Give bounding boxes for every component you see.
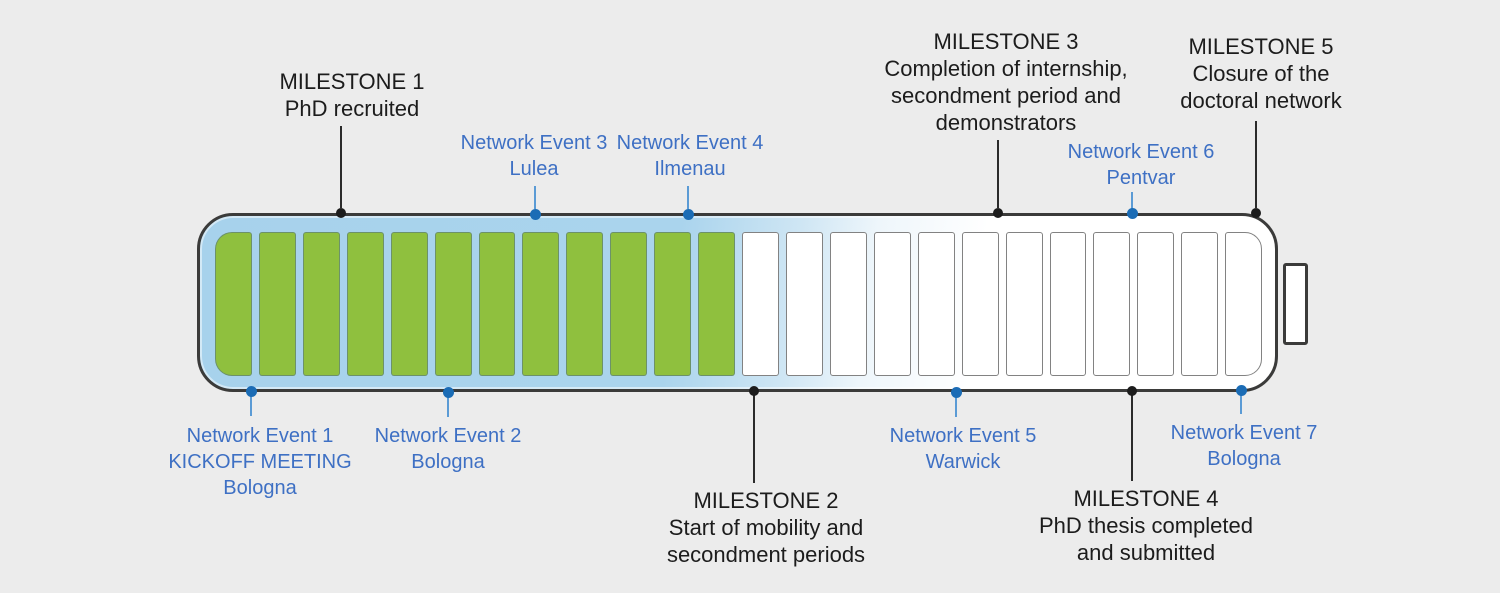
network-event-3-connector-line — [534, 186, 536, 209]
milestone-3-text-line-4: demonstrators — [935, 110, 1077, 135]
network-event-6-dot — [1126, 207, 1138, 219]
milestone-3-text-line-3: secondment period and — [891, 83, 1121, 108]
milestone-1-connector-line — [340, 126, 342, 208]
milestone-5-text-line-2: Closure of the — [1192, 61, 1330, 86]
milestone-4-label: MILESTONE 4 PhD thesis completed and submi… — [1039, 485, 1253, 566]
network-event-3-text-line-1: Network Event 3 — [460, 132, 608, 154]
network-event-7-connector-line — [1240, 393, 1242, 414]
milestone-4-dot — [1127, 386, 1137, 396]
battery-cell-20-empty — [1049, 232, 1087, 376]
network-event-1-label: Network Event 1 KICKOFF MEETING Bologna — [168, 423, 351, 501]
network-event-2-text-line-2: Bologna — [411, 451, 485, 473]
network-event-7-dot — [1235, 384, 1247, 396]
battery-cell-12-filled — [698, 232, 736, 376]
network-event-5-label: Network Event 5 Warwick — [890, 423, 1037, 475]
milestone-2-text-line-2: Start of mobility and — [668, 515, 864, 540]
milestone-5-text-line-3: doctoral network — [1180, 88, 1342, 113]
battery-cell-24-empty — [1225, 232, 1263, 376]
network-event-5-connector-line — [955, 395, 957, 417]
milestone-3-text-line-2: Completion of internship, — [884, 56, 1128, 81]
battery-cell-21-empty — [1093, 232, 1131, 376]
network-event-7-text-line-1: Network Event 7 — [1170, 422, 1318, 444]
battery-cell-3-filled — [302, 232, 340, 376]
network-event-6-text-line-1: Network Event 6 — [1067, 141, 1215, 163]
milestone-3-label: MILESTONE 3 Completion of internship, seco… — [884, 28, 1127, 136]
network-event-6-text-line-2: Pentvar — [1106, 167, 1176, 189]
milestone-4-text-line-3: and submitted — [1076, 540, 1216, 565]
network-event-6-connector-line — [1131, 192, 1133, 209]
milestone-3-connector-line — [997, 140, 999, 208]
network-event-7-label: Network Event 7 Bologna — [1171, 420, 1318, 472]
battery-cell-14-empty — [785, 232, 823, 376]
network-event-2-text-line-1: Network Event 2 — [374, 425, 522, 447]
milestone-4-text-line-1: MILESTONE 4 — [1073, 486, 1219, 511]
network-event-3-text-line-2: Lulea — [509, 158, 559, 180]
battery-cell-13-empty — [742, 232, 779, 376]
battery-cell-22-empty — [1137, 232, 1175, 376]
battery-cell-10-filled — [610, 232, 648, 376]
battery-cell-15-empty — [829, 232, 867, 376]
network-event-3-dot — [529, 208, 541, 220]
battery-cell-17-empty — [917, 232, 955, 376]
milestone-5-text-line-1: MILESTONE 5 — [1188, 34, 1334, 59]
milestone-2-text-line-1: MILESTONE 2 — [693, 488, 839, 513]
battery-cell-7-filled — [478, 232, 516, 376]
milestone-3-text-line-1: MILESTONE 3 — [933, 29, 1079, 54]
battery-cell-6-filled — [434, 232, 472, 376]
network-event-4-text-line-2: Ilmenau — [654, 158, 726, 180]
milestone-5-dot — [1251, 208, 1261, 218]
battery-cell-5-filled — [390, 232, 428, 376]
battery-cell-23-empty — [1181, 232, 1219, 376]
battery-cell-1-filled — [215, 232, 252, 376]
network-event-2-connector-line — [447, 395, 449, 417]
battery-cell-18-empty — [961, 232, 999, 376]
milestone-1-label: MILESTONE 1 PhD recruited — [279, 68, 424, 122]
network-event-5-text-line-2: Warwick — [925, 451, 1001, 473]
battery-cell-4-filled — [346, 232, 384, 376]
battery-terminal — [1283, 263, 1308, 345]
milestone-1-text-line-2: PhD recruited — [284, 96, 420, 121]
network-event-4-connector-line — [687, 186, 689, 209]
milestone-2-dot — [749, 386, 759, 396]
network-event-4-label: Network Event 4 Ilmenau — [617, 130, 764, 182]
milestone-1-dot — [336, 208, 346, 218]
milestone-5-label: MILESTONE 5 Closure of the doctoral networ… — [1180, 33, 1341, 114]
battery-cell-16-empty — [873, 232, 911, 376]
network-event-1-text-line-2: KICKOFF MEETING — [168, 451, 352, 473]
network-event-4-dot — [682, 208, 694, 220]
network-event-7-text-line-2: Bologna — [1207, 448, 1281, 470]
network-event-1-text-line-1: Network Event 1 — [186, 425, 334, 447]
milestone-4-connector-line — [1131, 394, 1133, 481]
network-event-6-label: Network Event 6 Pentvar — [1068, 139, 1215, 191]
milestone-2-label: MILESTONE 2 Start of mobility and secondme… — [667, 487, 865, 568]
network-event-2-label: Network Event 2 Bologna — [375, 423, 522, 475]
milestone-4-text-line-2: PhD thesis completed — [1039, 513, 1253, 538]
battery-cell-19-empty — [1005, 232, 1043, 376]
battery-cell-11-filled — [654, 232, 692, 376]
network-event-5-dot — [950, 386, 962, 398]
network-event-1-connector-line — [250, 394, 252, 416]
network-event-1-dot — [245, 385, 257, 397]
network-event-5-text-line-1: Network Event 5 — [889, 425, 1037, 447]
battery-cell-2-filled — [258, 232, 296, 376]
milestone-3-dot — [993, 208, 1003, 218]
network-event-3-label: Network Event 3 Lulea — [461, 130, 608, 182]
battery-cell-8-filled — [522, 232, 560, 376]
battery-cell-9-filled — [566, 232, 604, 376]
battery-cells — [215, 232, 1263, 376]
network-event-4-text-line-1: Network Event 4 — [616, 132, 764, 154]
milestone-1-text-line-1: MILESTONE 1 — [279, 69, 425, 94]
network-event-2-dot — [442, 386, 454, 398]
network-event-1-text-line-3: Bologna — [223, 477, 297, 499]
milestone-2-connector-line — [753, 394, 755, 483]
milestone-5-connector-line — [1255, 121, 1257, 208]
milestone-2-text-line-3: secondment periods — [666, 542, 866, 567]
battery-gauge — [197, 213, 1278, 392]
